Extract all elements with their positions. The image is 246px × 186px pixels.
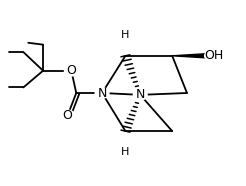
Circle shape: [64, 65, 78, 76]
Polygon shape: [172, 53, 212, 58]
Circle shape: [61, 110, 75, 121]
Text: O: O: [66, 64, 76, 77]
Text: N: N: [136, 88, 145, 101]
Circle shape: [95, 88, 109, 98]
Text: OH: OH: [204, 49, 224, 62]
Circle shape: [133, 90, 147, 100]
Circle shape: [205, 51, 218, 61]
Text: N: N: [97, 86, 107, 100]
Text: H: H: [121, 30, 130, 40]
Text: H: H: [121, 147, 130, 157]
Text: O: O: [63, 109, 73, 122]
